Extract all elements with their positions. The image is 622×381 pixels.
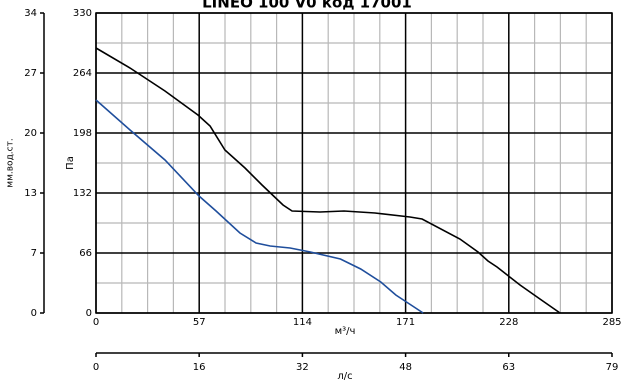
x-tick-label: 228 (499, 317, 518, 328)
y2-tick-label: 34 (24, 8, 37, 19)
y2-axis-label: мм.вод.ст. (6, 138, 16, 187)
y-tick-label: 330 (73, 8, 92, 19)
x-tick-label: 0 (93, 317, 99, 328)
y-tick-label: 66 (79, 248, 92, 259)
chart-title: LINEO 100 V0 код 17001 (202, 0, 412, 12)
x-tick-label: 57 (193, 317, 206, 328)
y2-tick-label: 27 (24, 68, 37, 79)
y2-tick-label: 7 (31, 248, 37, 259)
x2-tick-label: 16 (193, 362, 206, 373)
x-axis-label: м³/ч (335, 326, 356, 337)
y2-tick-label: 13 (24, 188, 37, 199)
x2-tick-label: 0 (93, 362, 99, 373)
y-tick-label: 132 (73, 188, 92, 199)
x-tick-label: 114 (293, 317, 312, 328)
x2-tick-label: 32 (296, 362, 309, 373)
y2-tick-label: 20 (24, 128, 37, 139)
y-tick-label: 264 (73, 68, 92, 79)
y2-tick-label: 0 (31, 308, 37, 319)
x2-tick-label: 48 (399, 362, 412, 373)
y-tick-label: 0 (86, 308, 92, 319)
x2-tick-label: 79 (606, 362, 619, 373)
y-tick-label: 198 (73, 128, 92, 139)
x-tick-label: 171 (396, 317, 415, 328)
plot-frame (95, 12, 613, 314)
curve (95, 99, 424, 314)
curve (95, 47, 561, 314)
x2-tick-label: 63 (502, 362, 515, 373)
x-tick-label: 285 (602, 317, 621, 328)
x2-axis-label: л/с (337, 371, 352, 381)
y-axis-label: Па (65, 156, 76, 170)
